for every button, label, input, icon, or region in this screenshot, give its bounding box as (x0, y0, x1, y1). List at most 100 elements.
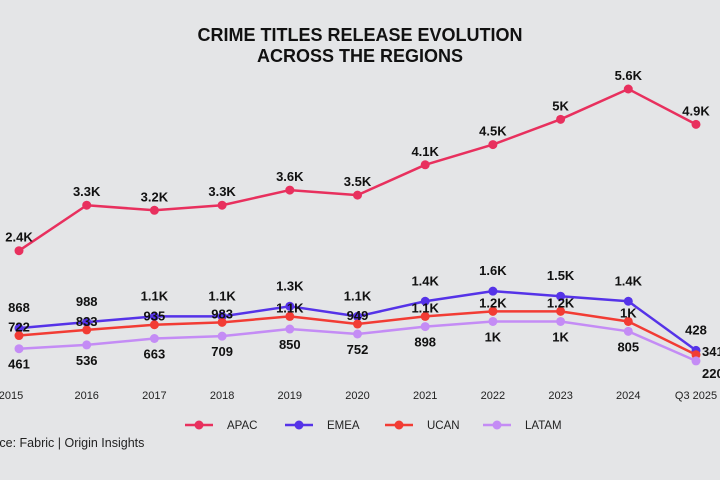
data-label: 1.1K (141, 288, 169, 303)
data-point-ucan (420, 311, 430, 321)
data-label: 2.4K (5, 230, 33, 245)
data-point-ucan (556, 306, 566, 316)
data-point-emea (420, 296, 430, 306)
legend-swatch-marker (194, 420, 204, 430)
data-point-ucan (488, 306, 498, 316)
data-label: 1.1K (411, 300, 439, 315)
data-label: 1.1K (344, 288, 372, 303)
data-point-ucan (82, 325, 92, 335)
data-point-latam (488, 316, 498, 326)
data-point-latam (82, 340, 92, 350)
data-label: 983 (211, 306, 233, 321)
data-label: 3.3K (73, 184, 101, 199)
data-point-emea (82, 317, 92, 327)
data-point-latam (556, 316, 566, 326)
data-point-emea (353, 311, 362, 321)
data-label: 850 (279, 337, 301, 352)
data-label: 722 (8, 320, 30, 335)
x-tick-label: 2018 (210, 390, 234, 402)
source-note: Source: Fabric | Origin Insights (0, 436, 145, 450)
data-label: 3.5K (344, 174, 372, 189)
data-label: 663 (144, 346, 166, 361)
data-point-apac (623, 84, 633, 94)
data-point-apac (556, 114, 566, 124)
chart-title: CRIME TITLES RELEASE EVOLUTION ACROSS TH… (0, 25, 720, 67)
data-point-ucan (14, 331, 24, 341)
data-point-emea (623, 296, 633, 306)
data-label: 4.5K (479, 124, 507, 139)
data-label: 1.4K (411, 273, 439, 288)
data-label: 709 (211, 344, 233, 359)
legend-label-latam: LATAM (525, 420, 562, 432)
data-point-latam (420, 322, 430, 332)
x-tick-label: 2021 (413, 390, 437, 402)
data-label: 5.6K (615, 68, 643, 83)
series-line-apac (18, 87, 697, 252)
data-point-emea (556, 291, 566, 301)
data-label: 805 (617, 339, 639, 354)
data-label: 1K (552, 329, 569, 344)
x-tick-label: 2024 (616, 390, 640, 402)
data-label: 220 (702, 366, 720, 381)
data-point-apac (217, 200, 227, 210)
data-point-latam (691, 356, 701, 366)
data-point-ucan (353, 319, 362, 329)
data-label: 868 (8, 300, 30, 315)
data-label: 1.1K (276, 300, 304, 315)
data-point-latam (353, 329, 362, 339)
data-point-apac (14, 246, 24, 256)
data-label: 1.5K (547, 268, 575, 283)
data-label: 341 (702, 344, 720, 359)
x-tick-label: Q3 2025 (675, 390, 717, 402)
data-point-ucan (149, 320, 159, 330)
data-point-emea (488, 286, 498, 296)
chart-title-line2: ACROSS THE REGIONS (256, 46, 464, 66)
data-label: 1.1K (208, 288, 236, 303)
data-label: 1.3K (276, 278, 304, 293)
data-point-latam (149, 333, 159, 343)
x-tick-label: 2015 (0, 390, 23, 402)
data-label: 898 (414, 335, 436, 350)
data-point-apac (420, 160, 430, 170)
data-point-ucan (285, 311, 295, 321)
data-label: 4.9K (682, 103, 710, 118)
data-point-ucan (217, 317, 227, 327)
legend-label-emea: EMEA (327, 420, 360, 432)
data-label: 428 (685, 322, 707, 337)
x-tick-label: 2017 (142, 390, 166, 402)
data-point-apac (285, 185, 295, 195)
data-label: 4.1K (411, 144, 439, 159)
data-label: 3.3K (208, 184, 236, 199)
x-tick-label: 2016 (74, 390, 98, 402)
data-label: 461 (8, 357, 30, 372)
data-label: 988 (76, 294, 98, 309)
data-point-latam (217, 331, 227, 341)
data-label: 833 (76, 314, 98, 329)
data-point-apac (149, 205, 159, 215)
data-label: 3.2K (141, 189, 169, 204)
data-point-apac (488, 140, 498, 150)
data-point-emea (285, 301, 295, 311)
legend-swatch-marker (294, 420, 304, 430)
data-label: 1.2K (479, 295, 507, 310)
x-tick-label: 2022 (481, 390, 505, 402)
x-tick-label: 2023 (548, 390, 572, 402)
data-point-ucan (623, 316, 633, 326)
data-point-emea (149, 311, 159, 321)
data-label: 1K (485, 329, 502, 344)
legend-label-apac: APAC (227, 420, 257, 432)
chart-title-line1: CRIME TITLES RELEASE EVOLUTION (197, 25, 523, 45)
data-label: 949 (347, 308, 369, 323)
data-point-apac (691, 119, 701, 129)
data-label: 1K (620, 305, 637, 320)
data-point-latam (14, 344, 24, 354)
data-label: 1.4K (615, 273, 643, 288)
data-label: 5K (552, 98, 569, 113)
data-label: 3.6K (276, 169, 304, 184)
data-point-apac (353, 190, 362, 200)
data-point-apac (82, 200, 92, 210)
data-point-latam (623, 326, 633, 336)
legend-label-ucan: UCAN (427, 420, 460, 432)
data-label: 935 (144, 309, 166, 324)
